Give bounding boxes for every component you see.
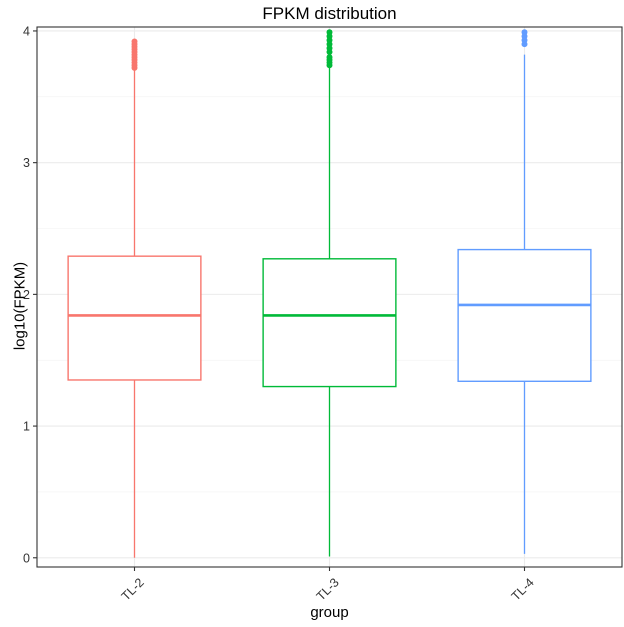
y-tick-label: 4 <box>23 24 30 38</box>
chart-title: FPKM distribution <box>262 4 397 23</box>
box-TL-4 <box>457 248 592 382</box>
x-axis-title: group <box>310 604 349 621</box>
outlier-point-TL-4 <box>521 29 528 36</box>
box-TL-3 <box>262 258 397 388</box>
x-tick-label: TL-4 <box>509 575 537 603</box>
x-tick-label: TL-3 <box>314 575 342 603</box>
box-TL-2 <box>67 255 202 381</box>
y-axis-title: log10(FPKM) <box>11 261 29 351</box>
x-tick-label: TL-2 <box>119 575 147 603</box>
y-tick-label: 3 <box>23 156 30 170</box>
outlier-point-TL-3 <box>326 29 333 36</box>
y-tick-label: 1 <box>23 420 30 434</box>
y-tick-label: 2 <box>23 288 30 302</box>
outlier-point-TL-3 <box>326 54 333 61</box>
outlier-point-TL-2 <box>131 38 138 45</box>
y-tick-label: 0 <box>23 551 30 565</box>
